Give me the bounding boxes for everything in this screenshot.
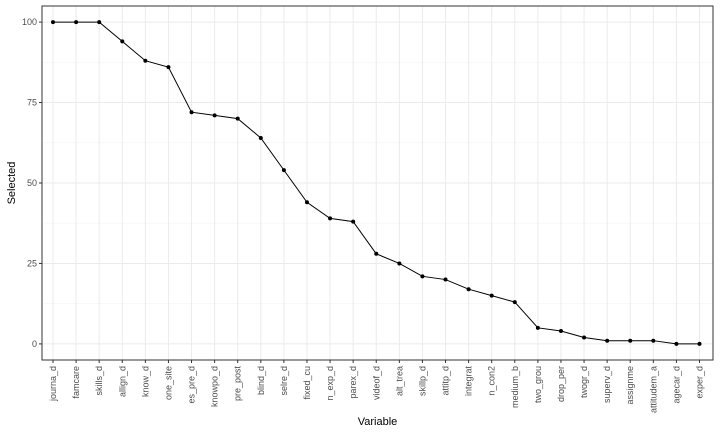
y-tick-label: 25: [27, 258, 37, 268]
data-point: [466, 287, 471, 292]
x-tick-label: n_exp_d: [325, 366, 335, 401]
x-tick-label: know_d: [140, 366, 150, 397]
x-tick-label: attitudem_a: [648, 366, 658, 413]
x-tick-label: assignme: [625, 366, 635, 405]
data-point: [304, 200, 309, 205]
data-point: [443, 277, 448, 282]
data-point: [535, 325, 540, 330]
x-tick-label: skillp_d: [417, 366, 427, 396]
x-tick-label: blind_d: [256, 366, 266, 395]
x-tick-label: two_grou: [533, 366, 543, 403]
data-point: [235, 116, 240, 121]
grid-major-lines: [42, 6, 713, 360]
data-point: [582, 335, 587, 340]
data-point: [51, 20, 55, 25]
x-tick-label: agecar_d: [671, 366, 681, 404]
y-tick-label: 50: [27, 178, 37, 188]
x-tick-label: skills_d: [94, 366, 104, 396]
data-point: [420, 274, 425, 279]
data-point: [97, 20, 102, 25]
data-point: [374, 251, 379, 256]
data-point: [605, 338, 610, 343]
x-tick-label: twogr_d: [579, 366, 589, 398]
x-axis-ticks: journa_d famcare skills_d allign_d know_d one…: [48, 360, 705, 413]
data-point: [328, 216, 333, 221]
data-point: [166, 65, 171, 70]
x-tick-label: fixed_cu: [302, 366, 312, 400]
data-point: [143, 58, 148, 63]
x-tick-label: superv_d: [602, 366, 612, 403]
data-point: [189, 110, 194, 115]
y-tick-label: 75: [27, 98, 37, 108]
data-points: [51, 20, 702, 346]
data-point: [489, 293, 494, 298]
x-tick-label: drop_per: [556, 366, 566, 402]
x-tick-label: alt_trea: [394, 366, 404, 396]
x-tick-label: es_pre_d: [187, 366, 197, 404]
x-tick-label: knowpo_d: [210, 366, 220, 407]
y-tick-label: 0: [32, 339, 37, 349]
data-point: [281, 168, 286, 173]
x-tick-label: pre_post: [233, 366, 243, 402]
x-tick-label: one_site: [163, 366, 173, 400]
x-tick-label: videof_d: [371, 366, 381, 400]
data-point: [120, 39, 125, 44]
data-point: [212, 113, 217, 118]
x-tick-label: exper_d: [695, 366, 705, 399]
data-point: [74, 20, 79, 25]
y-axis-ticks: 0 25 50 75 100: [22, 17, 42, 349]
data-point: [651, 338, 656, 343]
x-tick-label: journa_d: [48, 366, 58, 402]
data-point: [258, 135, 263, 140]
data-point: [351, 219, 356, 224]
x-tick-label: famcare: [71, 366, 81, 399]
x-tick-label: selre_d: [279, 366, 289, 396]
x-tick-label: medium_b: [510, 366, 520, 408]
grid-minor-lines: [42, 62, 713, 304]
data-point: [512, 300, 517, 305]
y-tick-label: 100: [22, 17, 37, 27]
x-tick-label: attitp_d: [441, 366, 451, 396]
data-point: [674, 341, 679, 346]
data-point: [397, 261, 402, 266]
x-tick-label: integrat: [464, 366, 474, 397]
data-point: [558, 329, 563, 334]
x-axis-title: Variable: [358, 416, 398, 428]
y-axis-title: Selected: [6, 162, 18, 205]
data-point: [628, 338, 633, 343]
x-tick-label: allign_d: [117, 366, 127, 397]
x-tick-label: parex_d: [348, 366, 358, 399]
data-point: [697, 341, 702, 346]
x-tick-label: n_con2: [487, 366, 497, 396]
